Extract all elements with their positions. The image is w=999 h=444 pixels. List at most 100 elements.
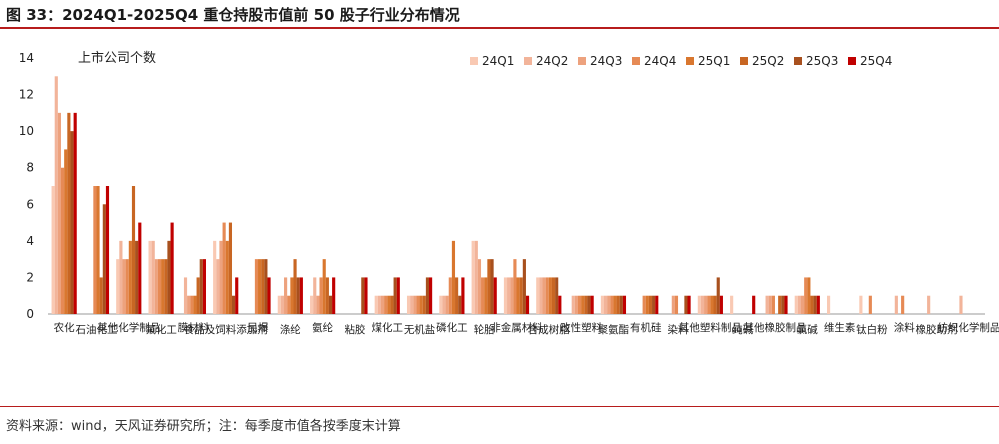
bar [810, 295, 814, 314]
bar [377, 295, 381, 314]
legend-swatch [740, 57, 748, 65]
bar [258, 259, 262, 314]
bar [519, 277, 523, 314]
series-24Q1 [51, 186, 863, 314]
bar [687, 295, 691, 314]
bar [61, 167, 65, 314]
bar [804, 277, 808, 314]
x-tick-label: 维生素 [824, 321, 856, 334]
bar [616, 295, 620, 314]
bar [868, 295, 872, 314]
bar [571, 295, 575, 314]
bar [710, 295, 714, 314]
bar [713, 295, 717, 314]
bar [652, 295, 656, 314]
bar [161, 259, 165, 314]
bar [54, 76, 58, 315]
bar [484, 277, 488, 314]
bar [719, 295, 723, 314]
y-tick-label: 6 [26, 197, 34, 211]
x-tick-label: 改性塑料 [560, 321, 602, 334]
bar [57, 112, 62, 314]
bar [859, 295, 863, 314]
bar [64, 149, 68, 314]
bar [70, 131, 74, 314]
bar [290, 277, 294, 314]
legend-label: 24Q2 [536, 54, 568, 68]
bar [551, 277, 556, 314]
legend-swatch [794, 57, 802, 65]
bar [642, 295, 646, 314]
bar [645, 295, 649, 314]
bar [451, 240, 456, 314]
legend-label: 25Q4 [860, 54, 892, 68]
x-tick-label: 无机盐 [404, 323, 436, 336]
bar [648, 295, 653, 314]
y-tick-label: 4 [26, 234, 34, 248]
bar [380, 295, 385, 314]
figure-source-note: 资料来源：wind，天风证券研究所；注：每季度市值各按季度末计算 [6, 419, 401, 434]
bar [332, 277, 336, 314]
bar [607, 295, 611, 314]
bar [613, 295, 617, 314]
y-axis-label: 上市公司个数 [78, 50, 156, 66]
x-tick-label: 粘胶 [344, 323, 365, 336]
bar [442, 295, 446, 314]
bar [183, 277, 188, 314]
bar [310, 295, 314, 314]
series-24Q3 [57, 112, 805, 314]
bar [154, 259, 158, 314]
legend-label: 24Q3 [590, 54, 622, 68]
bar [116, 259, 120, 314]
bar [503, 277, 508, 314]
bar [445, 295, 449, 314]
bar [293, 259, 297, 314]
legend-swatch [848, 57, 856, 65]
bar [781, 295, 785, 314]
bar [590, 295, 594, 314]
bar [422, 295, 426, 314]
bar [768, 295, 772, 314]
x-tick-label: 其他塑料制品 [679, 321, 742, 334]
bar [190, 295, 194, 314]
bar [261, 259, 265, 314]
bar [277, 295, 281, 314]
bar [490, 259, 494, 314]
bar [322, 259, 326, 314]
bar [525, 295, 530, 314]
bar [771, 295, 775, 314]
bar [816, 295, 820, 314]
x-tick-label: 氨纶 [312, 321, 333, 334]
bar [364, 277, 368, 314]
bar [959, 295, 963, 314]
bar [797, 295, 801, 314]
bar [284, 277, 288, 314]
bar [477, 259, 482, 314]
bar [474, 240, 478, 314]
bar [545, 277, 549, 314]
bar [730, 295, 734, 314]
bar [600, 295, 604, 314]
bar [587, 295, 591, 314]
legend-swatch [632, 57, 640, 65]
bar [697, 295, 701, 314]
bar [684, 295, 688, 314]
bar [542, 277, 546, 314]
bar [700, 295, 705, 314]
x-tick-label: 染料 [668, 323, 689, 336]
bar [96, 186, 100, 314]
bar [619, 295, 623, 314]
legend-swatch [524, 57, 532, 65]
x-tick-label: 其他橡胶制品 [743, 321, 806, 334]
x-tick-label: 橡胶助剂 [916, 323, 958, 336]
bar [471, 240, 475, 314]
legend-label: 24Q4 [644, 54, 676, 68]
bar [93, 186, 97, 314]
bar [416, 295, 420, 314]
bar [219, 240, 223, 314]
bar [199, 259, 203, 314]
bar [481, 277, 485, 314]
x-tick-label: 纺织化学制品 [937, 321, 999, 334]
